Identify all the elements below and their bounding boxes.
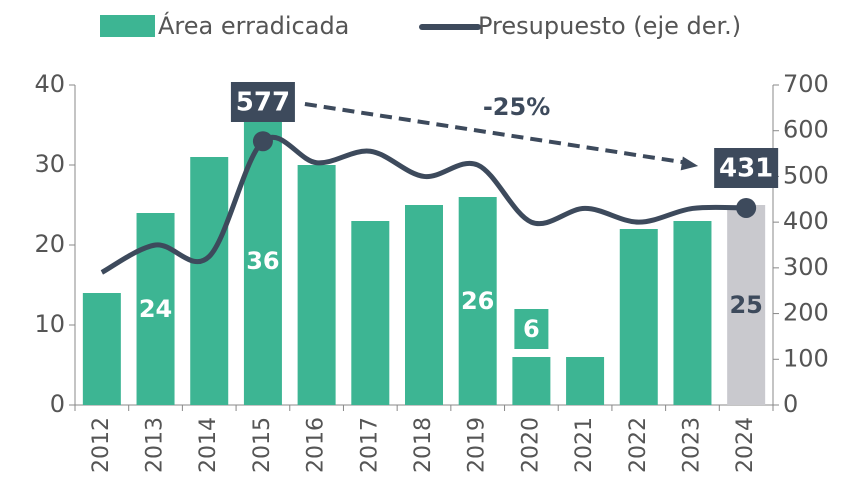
x-tick-label: 2018 xyxy=(411,417,436,473)
data-label: 577 xyxy=(236,88,290,118)
y2-tick-label: 100 xyxy=(783,344,829,372)
trend-arrow-head xyxy=(680,156,699,171)
y2-tick-label: 500 xyxy=(783,161,829,189)
data-label: 6 xyxy=(523,315,540,343)
data-label: 431 xyxy=(719,154,773,184)
bar xyxy=(297,165,336,405)
y2-tick-label: 700 xyxy=(783,70,829,98)
x-tick-label: 2022 xyxy=(626,417,651,473)
y-tick-label: 40 xyxy=(34,70,65,98)
x-tick-label: 2015 xyxy=(250,417,275,473)
y-tick-label: 30 xyxy=(34,150,65,178)
trend-arrow-line xyxy=(304,102,689,165)
legend-label: Área erradicada xyxy=(158,11,349,40)
data-label: 25 xyxy=(729,291,762,319)
x-tick-label: 2017 xyxy=(357,417,382,473)
bar xyxy=(190,157,229,405)
x-tick-label: 2024 xyxy=(733,417,758,473)
line-marker xyxy=(252,131,273,152)
y2-tick-label: 300 xyxy=(783,253,829,281)
y-tick-label: 10 xyxy=(34,310,65,338)
bar xyxy=(566,357,605,405)
y2-tick-label: 600 xyxy=(783,116,829,144)
bar xyxy=(351,221,390,405)
data-label-box xyxy=(714,148,779,188)
bar xyxy=(727,205,766,405)
legend-swatch xyxy=(100,15,155,37)
bar xyxy=(405,205,443,405)
annotation: -25% xyxy=(483,93,550,121)
bar xyxy=(619,229,658,405)
bar xyxy=(673,221,712,405)
y-tick-label: 20 xyxy=(34,230,65,258)
data-label-box xyxy=(230,82,295,122)
line xyxy=(100,134,747,275)
x-tick-label: 2021 xyxy=(572,417,597,473)
bar xyxy=(82,293,121,405)
bar xyxy=(512,357,551,405)
data-label-box xyxy=(514,309,549,349)
legend-label: Presupuesto (eje der.) xyxy=(478,12,741,40)
legend: Área erradicada Presupuesto (eje der.) xyxy=(100,11,741,40)
x-tick-label: 2019 xyxy=(465,417,490,473)
x-tick-label: 2013 xyxy=(143,417,168,473)
bar xyxy=(458,197,497,405)
data-label: 24 xyxy=(139,295,172,323)
data-label: 26 xyxy=(461,287,494,315)
x-tick-label: 2016 xyxy=(304,417,329,473)
trend-arrow xyxy=(304,102,699,171)
y2-tick-label: 400 xyxy=(783,207,829,235)
x-tick-label: 2014 xyxy=(196,417,221,473)
x-tick-label: 2023 xyxy=(679,417,704,473)
y-tick-label: 0 xyxy=(50,390,65,418)
data-label: 36 xyxy=(246,247,279,275)
x-tick-label: 2020 xyxy=(518,417,543,473)
y2-tick-label: 0 xyxy=(783,390,798,418)
line-marker xyxy=(736,197,757,218)
y2-tick-label: 200 xyxy=(783,299,829,327)
x-tick-label: 2012 xyxy=(89,417,114,473)
